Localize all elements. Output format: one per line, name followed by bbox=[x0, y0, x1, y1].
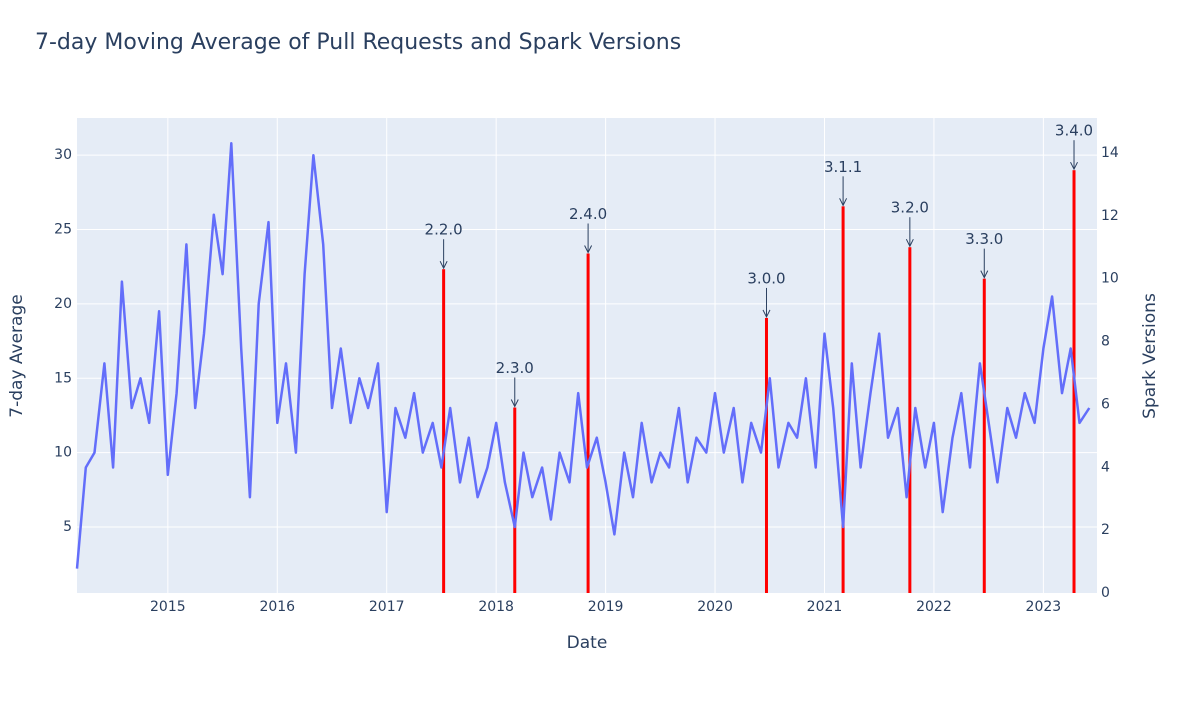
y2-tick-label: 0 bbox=[1101, 585, 1110, 601]
annotation-arrowhead bbox=[905, 238, 914, 248]
version-bar bbox=[908, 247, 912, 593]
x-tick-label: 2018 bbox=[478, 599, 514, 615]
marks bbox=[75, 142, 1091, 593]
x-tick-label: 2019 bbox=[588, 599, 624, 615]
version-bar bbox=[982, 278, 986, 593]
annotation-arrowhead bbox=[584, 245, 593, 254]
annotation: 3.4.0 bbox=[1055, 122, 1093, 140]
annotation: 3.1.1 bbox=[824, 158, 862, 176]
annotation: 3.3.0 bbox=[965, 230, 1003, 248]
version-bar bbox=[513, 407, 517, 593]
version-bar bbox=[442, 269, 446, 593]
annotation: 3.0.0 bbox=[747, 269, 785, 287]
x-tick-label: 2017 bbox=[369, 599, 405, 615]
chart-title: 7-day Moving Average of Pull Requests an… bbox=[35, 30, 681, 55]
x-axis-title: Date bbox=[567, 633, 608, 653]
annotation: 2.4.0 bbox=[569, 205, 607, 223]
version-bar bbox=[586, 253, 590, 593]
annotation-arrowhead bbox=[762, 309, 771, 319]
y2-tick-label: 2 bbox=[1101, 522, 1110, 538]
x-tick-label: 2015 bbox=[150, 599, 186, 615]
annotation-arrowhead bbox=[510, 399, 519, 408]
y-tick-label: 10 bbox=[54, 445, 72, 461]
version-bar bbox=[764, 317, 768, 593]
y2-axis-title: Spark Versions bbox=[1140, 293, 1160, 419]
annotation: 2.3.0 bbox=[496, 359, 534, 377]
annotation: 2.2.0 bbox=[425, 221, 463, 239]
y-tick-label: 30 bbox=[54, 147, 72, 163]
y-tick-label: 5 bbox=[63, 519, 72, 535]
y-tick-label: 25 bbox=[54, 222, 72, 238]
line-series bbox=[75, 142, 1091, 569]
y-tick-label: 20 bbox=[54, 296, 72, 312]
y2-tick-label: 4 bbox=[1101, 459, 1110, 475]
y2-tick-label: 12 bbox=[1101, 208, 1119, 224]
annotation-arrowhead bbox=[1070, 161, 1078, 171]
y2-tick-label: 6 bbox=[1101, 396, 1110, 412]
x-tick-label: 2022 bbox=[916, 599, 952, 615]
version-bar bbox=[841, 206, 845, 593]
y2-tick-label: 8 bbox=[1101, 334, 1110, 350]
annotation-arrowhead bbox=[439, 260, 448, 270]
y-axis-title: 7-day Average bbox=[7, 294, 27, 417]
x-tick-label: 2023 bbox=[1026, 599, 1062, 615]
annotation-arrowhead bbox=[980, 270, 989, 279]
x-tick-label: 2016 bbox=[259, 599, 295, 615]
x-tick-label: 2020 bbox=[697, 599, 733, 615]
x-tick-label: 2021 bbox=[807, 599, 843, 615]
y2-tick-label: 10 bbox=[1101, 271, 1119, 287]
annotation-arrowhead bbox=[839, 198, 848, 207]
y2-tick-label: 14 bbox=[1101, 145, 1119, 161]
y-tick-label: 15 bbox=[54, 370, 72, 386]
annotation: 3.2.0 bbox=[891, 199, 929, 217]
